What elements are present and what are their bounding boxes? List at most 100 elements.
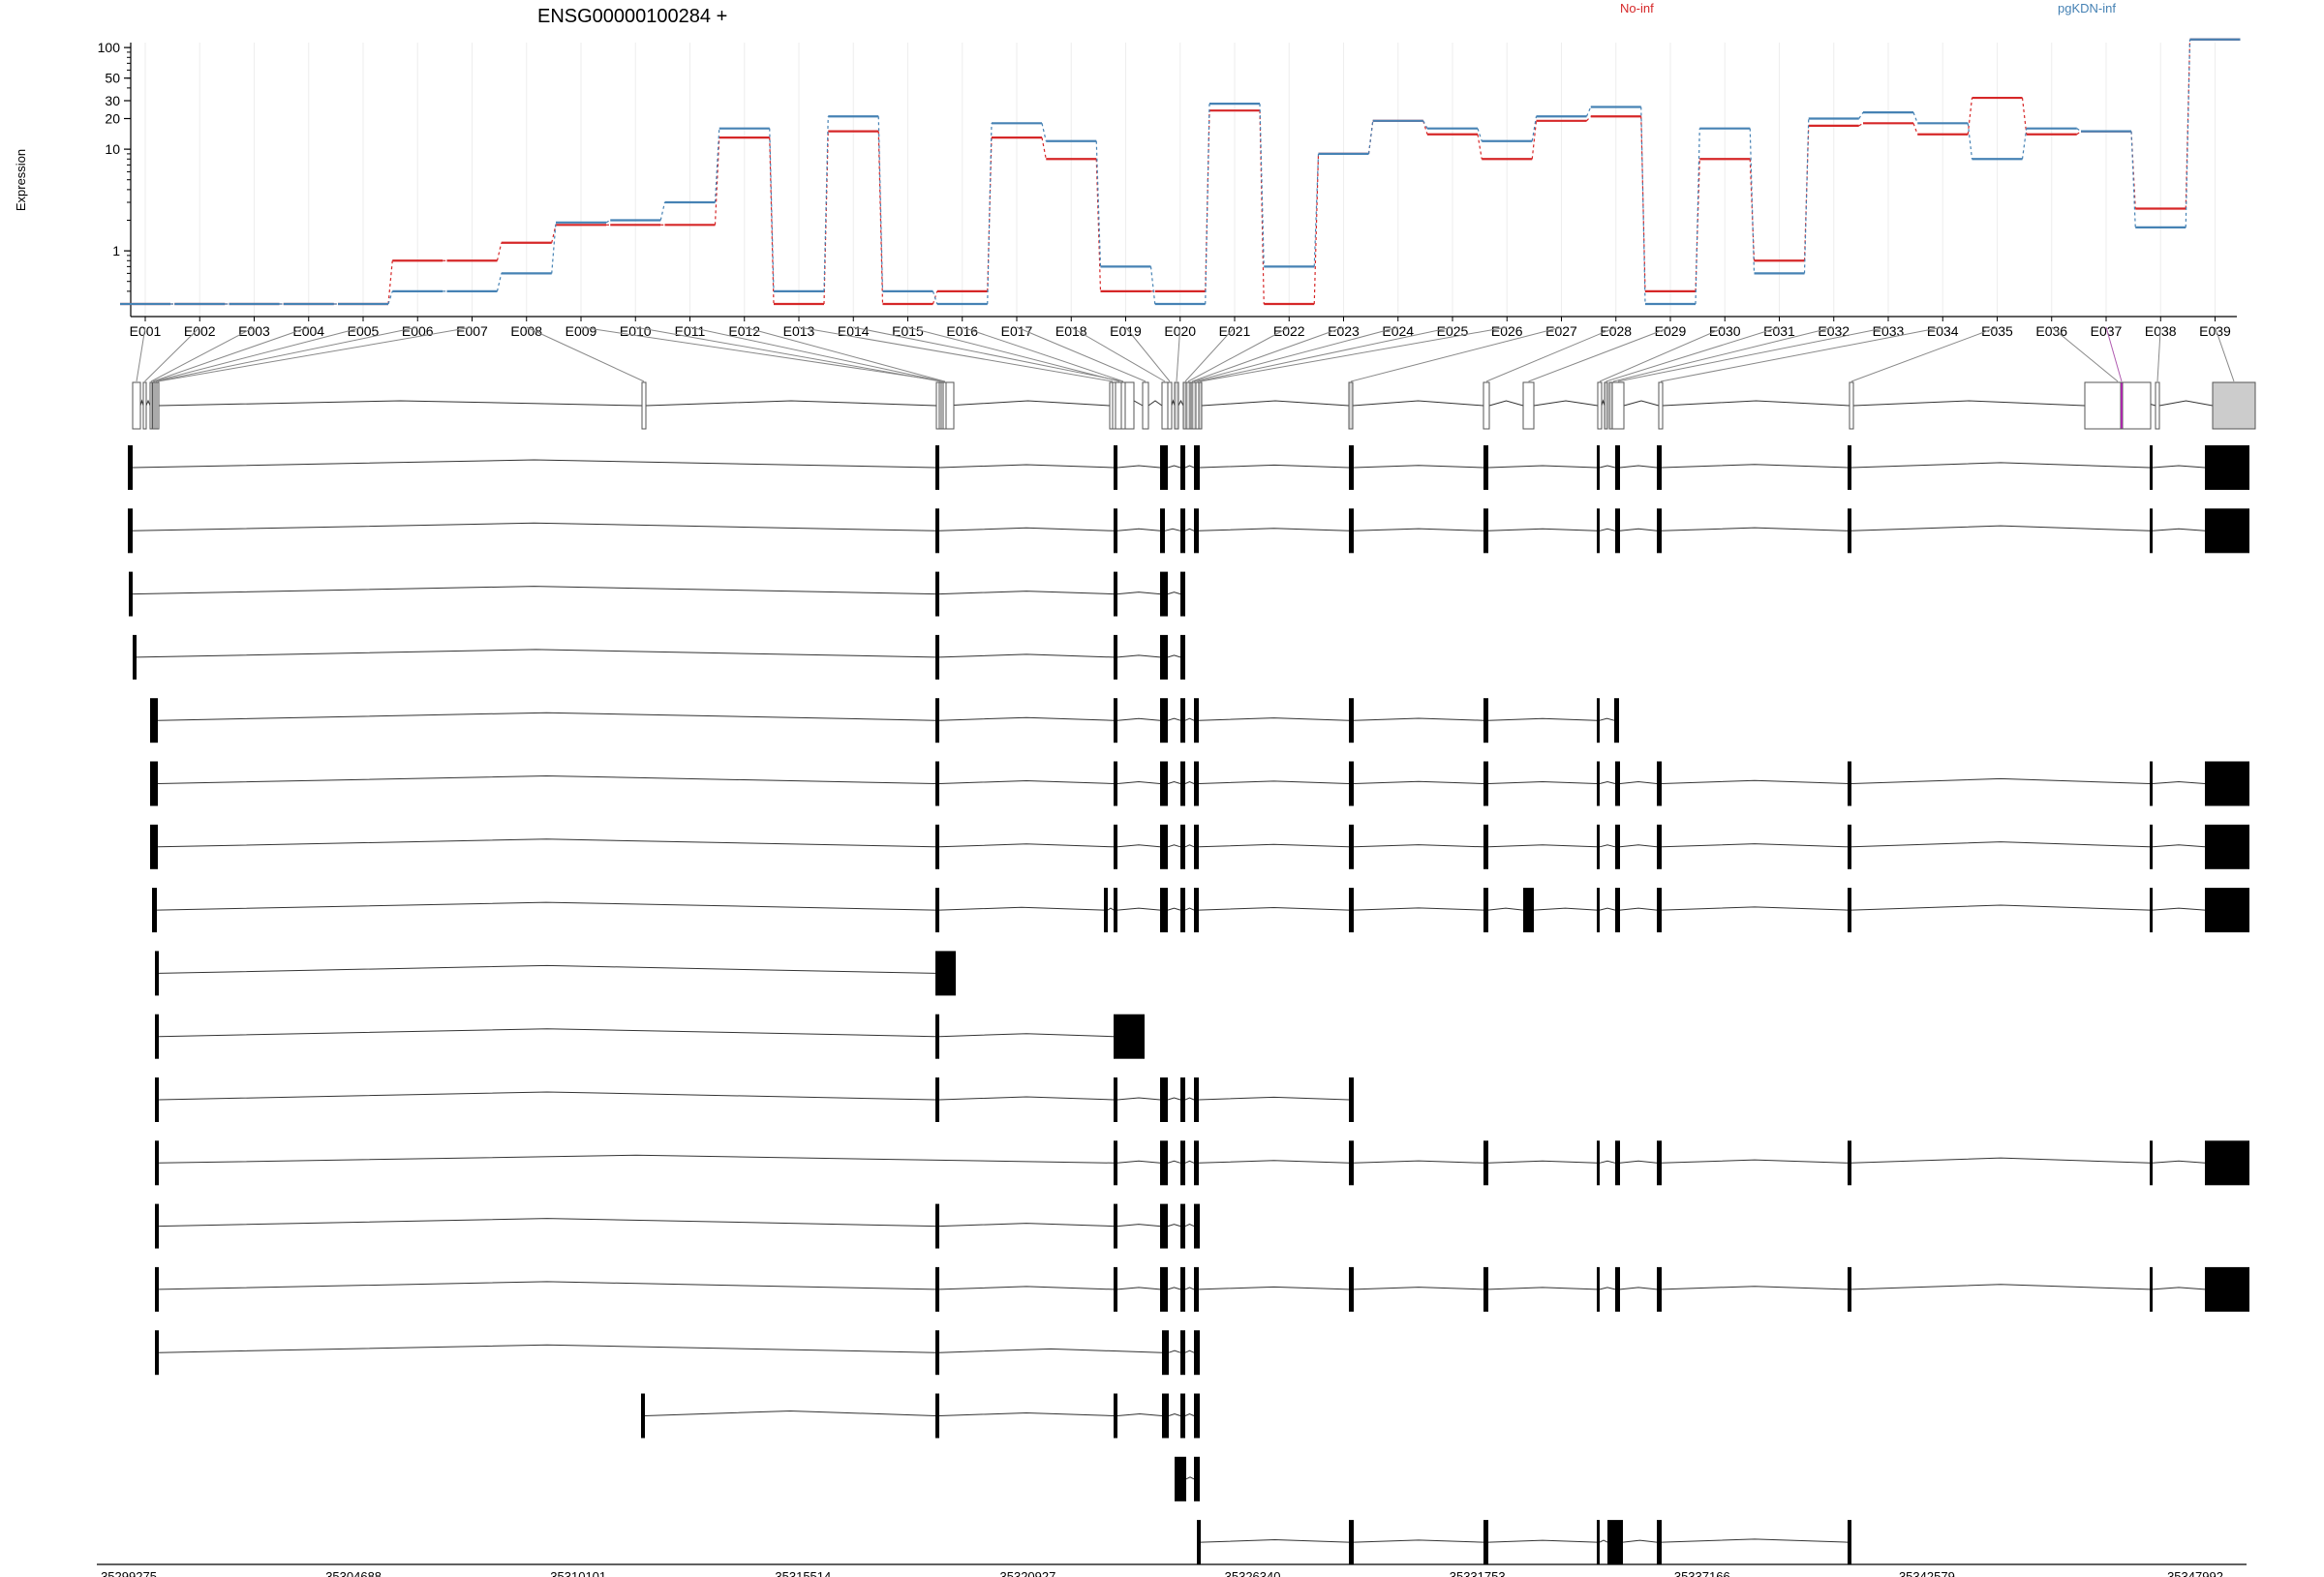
series-connector: [496, 273, 503, 292]
transcript-intron: [1619, 844, 1658, 848]
connector-line: [907, 326, 1120, 382]
transcript-intron: [1116, 717, 1161, 721]
transcript-exon: [1180, 1203, 1185, 1249]
transcript-exon: [1180, 1140, 1185, 1186]
y-tick-label: 30: [105, 93, 120, 108]
transcript-intron: [1168, 1412, 1181, 1416]
transcript-exon: [155, 1330, 159, 1376]
gene-exon: [1483, 381, 1490, 430]
x-tick-label: E027: [1545, 323, 1577, 339]
x-tick-label: E001: [130, 323, 162, 339]
transcript-intron: [644, 1410, 936, 1416]
transcript-intron: [1353, 907, 1484, 911]
gene-exon: [1191, 381, 1197, 430]
transcript-exon: [935, 508, 939, 554]
transcript-intron: [1116, 465, 1161, 469]
transcript-exon: [1848, 824, 1851, 869]
gene-intron: [1177, 399, 1184, 407]
transcript-exon: [1848, 761, 1851, 806]
series-connector: [2021, 97, 2028, 135]
connector-line: [2051, 326, 2119, 382]
transcript-exon: [150, 761, 158, 806]
transcript-intron: [1619, 907, 1658, 911]
transcript-exon: [1657, 445, 1662, 490]
transcript-exon: [2150, 508, 2153, 554]
transcript-intron: [1198, 907, 1350, 911]
transcript-exon: [935, 698, 939, 743]
connector-line: [1617, 326, 1889, 382]
series-connector: [1967, 97, 1973, 135]
transcript-exon: [1483, 445, 1488, 490]
gene-exon: [2084, 381, 2152, 430]
transcript-exon: [2205, 761, 2249, 806]
transcript-intron: [938, 1096, 1115, 1101]
transcript-intron: [1184, 1224, 1195, 1228]
connector-line: [1016, 326, 1147, 382]
transcript-exon: [1114, 888, 1117, 933]
series-connector: [1422, 120, 1428, 129]
transcript-row: [128, 445, 2249, 490]
transcript-intron: [1353, 717, 1484, 721]
transcript-intron: [1116, 1160, 1161, 1164]
gene-exon: [1522, 381, 1535, 430]
transcript-exon: [1194, 824, 1199, 869]
series-connector: [1858, 122, 1864, 127]
transcript-exon: [155, 1140, 159, 1186]
transcript-exon: [1114, 634, 1117, 680]
transcript-intron: [1200, 1539, 1350, 1543]
transcript-exon: [935, 824, 939, 869]
transcript-exon: [1197, 1520, 1201, 1565]
transcript-intron: [1599, 717, 1615, 721]
transcript-intron: [1661, 1286, 1849, 1290]
transcript-intron: [1622, 1539, 1658, 1543]
transcript-exon: [2150, 824, 2153, 869]
transcript-exon: [1349, 824, 1354, 869]
legend-pgkdn-inf: pgKDN-inf: [2058, 1, 2116, 15]
series-connector: [1858, 111, 1864, 119]
gene-exon: [1658, 381, 1664, 430]
x-tick-label: E008: [510, 323, 542, 339]
transcript-intron: [1353, 1160, 1484, 1164]
transcript-exon: [2205, 1140, 2249, 1186]
transcript-intron: [1533, 907, 1598, 911]
x-tick-label: E035: [1981, 323, 2013, 339]
series-connector: [1531, 116, 1538, 141]
transcript-intron: [1116, 1412, 1163, 1416]
x-tick-label: E037: [2091, 323, 2123, 339]
transcript-intron: [938, 653, 1115, 658]
series-connector: [2130, 131, 2136, 227]
x-tick-label: E016: [946, 323, 978, 339]
x-tick-label: E011: [675, 323, 706, 339]
series-connector: [1205, 104, 1210, 305]
transcript-exon: [1597, 698, 1600, 743]
gene-intron: [1147, 400, 1163, 407]
transcript-exon: [1349, 1077, 1354, 1122]
gene-exon: [1120, 381, 1126, 430]
transcript-row: [155, 1077, 1354, 1122]
transcript-exon: [1180, 508, 1185, 554]
transcript-exon: [1114, 1203, 1117, 1249]
transcript-intron: [1116, 1287, 1161, 1290]
transcript-exon: [935, 1203, 939, 1249]
transcript-intron: [1184, 465, 1195, 469]
transcript-intron: [1619, 528, 1658, 531]
transcript-exon: [1483, 1266, 1488, 1312]
transcript-intron: [1184, 780, 1195, 784]
transcript-intron: [1487, 717, 1598, 721]
transcript-exon: [1657, 1266, 1662, 1312]
transcript-exon: [1114, 1140, 1117, 1186]
legend-no-inf: No-inf: [1620, 1, 1654, 15]
transcript-exon: [1349, 445, 1354, 490]
x-tick-label: E007: [456, 323, 488, 339]
x-tick-label: E031: [1763, 323, 1795, 339]
connector-line: [153, 326, 364, 382]
transcript-exon: [1597, 1140, 1600, 1186]
transcript-exon: [1114, 1266, 1117, 1312]
transcript-intron: [1167, 1287, 1181, 1290]
transcript-intron: [938, 906, 1105, 911]
transcript-exon: [1657, 508, 1662, 554]
genome-coord-label: 35326340: [1225, 1569, 1281, 1577]
transcript-intron: [1619, 1160, 1658, 1164]
transcript-intron: [1661, 1538, 1849, 1543]
transcript-exon: [935, 888, 939, 933]
